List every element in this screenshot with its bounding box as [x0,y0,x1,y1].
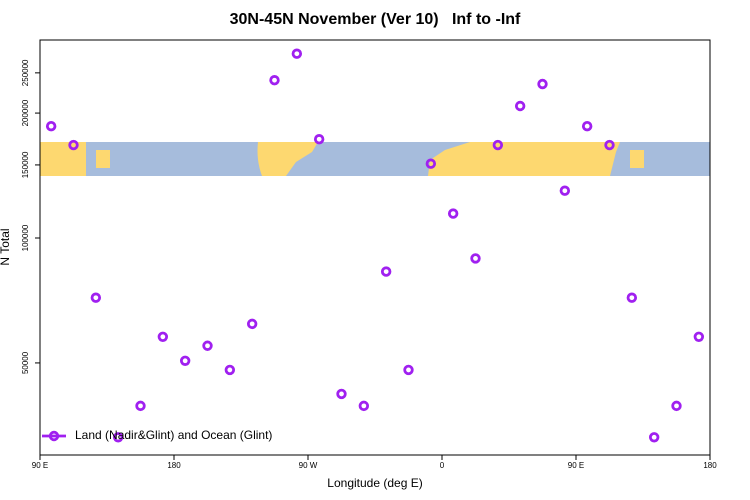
x-tick-label: 0 [440,461,445,470]
y-tick-label: 50000 [21,351,30,374]
point [202,340,213,351]
point [291,48,303,59]
land [96,150,110,168]
land [630,150,644,168]
point [693,331,705,343]
x-tick-label: 90 E [568,461,584,470]
point [447,208,459,219]
point [45,120,57,132]
land [40,142,86,176]
x-tick-label: 180 [167,461,181,470]
point [403,364,414,376]
point [470,253,481,264]
point [380,266,392,277]
legend-label: Land (Nadir&Glint) and Ocean (Glint) [75,428,272,442]
point [358,400,370,412]
x-axis-label: Longitude (deg E) [327,476,422,490]
point [179,355,191,366]
point [336,388,347,400]
point [581,120,593,132]
point [492,139,504,151]
point [269,75,280,86]
point [626,292,638,303]
point [671,400,682,412]
legend-marker [48,430,60,442]
point [537,78,548,90]
y-tick-label: 200000 [21,99,30,126]
point [514,100,526,112]
x-tick-label: 90 W [299,461,318,470]
point [604,139,615,151]
y-axis-label: N Total [0,228,12,265]
point [224,364,236,376]
point [246,318,258,330]
point [112,432,124,443]
plot-frame [39,39,711,456]
point [648,432,660,443]
point [313,134,325,145]
land [428,142,620,176]
y-tick-label: 100000 [21,224,30,251]
point [90,292,102,303]
map-band [40,142,710,176]
y-tick-label: 250000 [21,59,30,86]
chart-title: 30N-45N November (Ver 10) Inf to -Inf [230,11,521,28]
x-tick-label: 180 [703,461,717,470]
land [257,142,318,176]
point [559,185,571,196]
point [157,331,169,343]
x-tick-label: 90 E [32,461,48,470]
point [425,158,437,169]
y-tick-label: 150000 [21,151,30,178]
point [68,139,79,151]
point [135,400,146,412]
